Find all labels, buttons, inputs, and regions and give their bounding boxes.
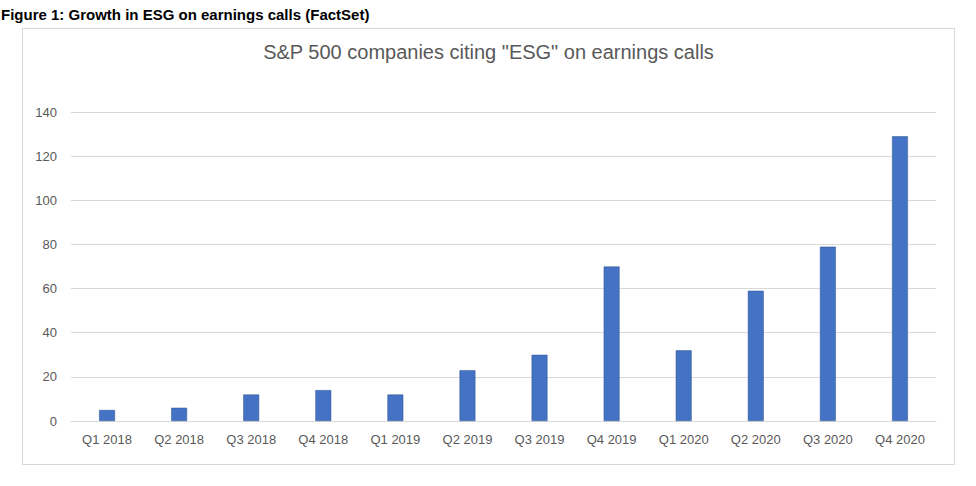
svg-text:0: 0 bbox=[50, 414, 57, 429]
svg-text:100: 100 bbox=[35, 193, 57, 208]
html-text:Figure 1: Growth in ESG on ear: Figure 1: Growth in ESG on earnings call… bbox=[1, 6, 370, 23]
svg-text:Q4 2020: Q4 2020 bbox=[875, 432, 925, 447]
svg-text:80: 80 bbox=[43, 237, 57, 252]
svg-text:Q2 2020: Q2 2020 bbox=[731, 432, 781, 447]
svg-text:Q4 2019: Q4 2019 bbox=[587, 432, 637, 447]
svg-text:40: 40 bbox=[43, 325, 57, 340]
svg-text:Q4 2018: Q4 2018 bbox=[298, 432, 348, 447]
svg-text:140: 140 bbox=[35, 105, 57, 120]
svg-text:20: 20 bbox=[43, 369, 57, 384]
svg-text:Q3 2019: Q3 2019 bbox=[515, 432, 565, 447]
svg-text:Q1 2019: Q1 2019 bbox=[370, 432, 420, 447]
svg-text:120: 120 bbox=[35, 149, 57, 164]
svg-text:Q3 2020: Q3 2020 bbox=[803, 432, 853, 447]
svg-text:60: 60 bbox=[43, 281, 57, 296]
svg-text:Q1 2018: Q1 2018 bbox=[82, 432, 132, 447]
svg-text:Q1 2020: Q1 2020 bbox=[659, 432, 709, 447]
svg-text:S&P 500 companies citing "ESG": S&P 500 companies citing "ESG" on earnin… bbox=[263, 41, 714, 63]
svg-text:Q2 2018: Q2 2018 bbox=[154, 432, 204, 447]
svg-text:Q3 2018: Q3 2018 bbox=[226, 432, 276, 447]
svg-text:Q2 2019: Q2 2019 bbox=[443, 432, 493, 447]
